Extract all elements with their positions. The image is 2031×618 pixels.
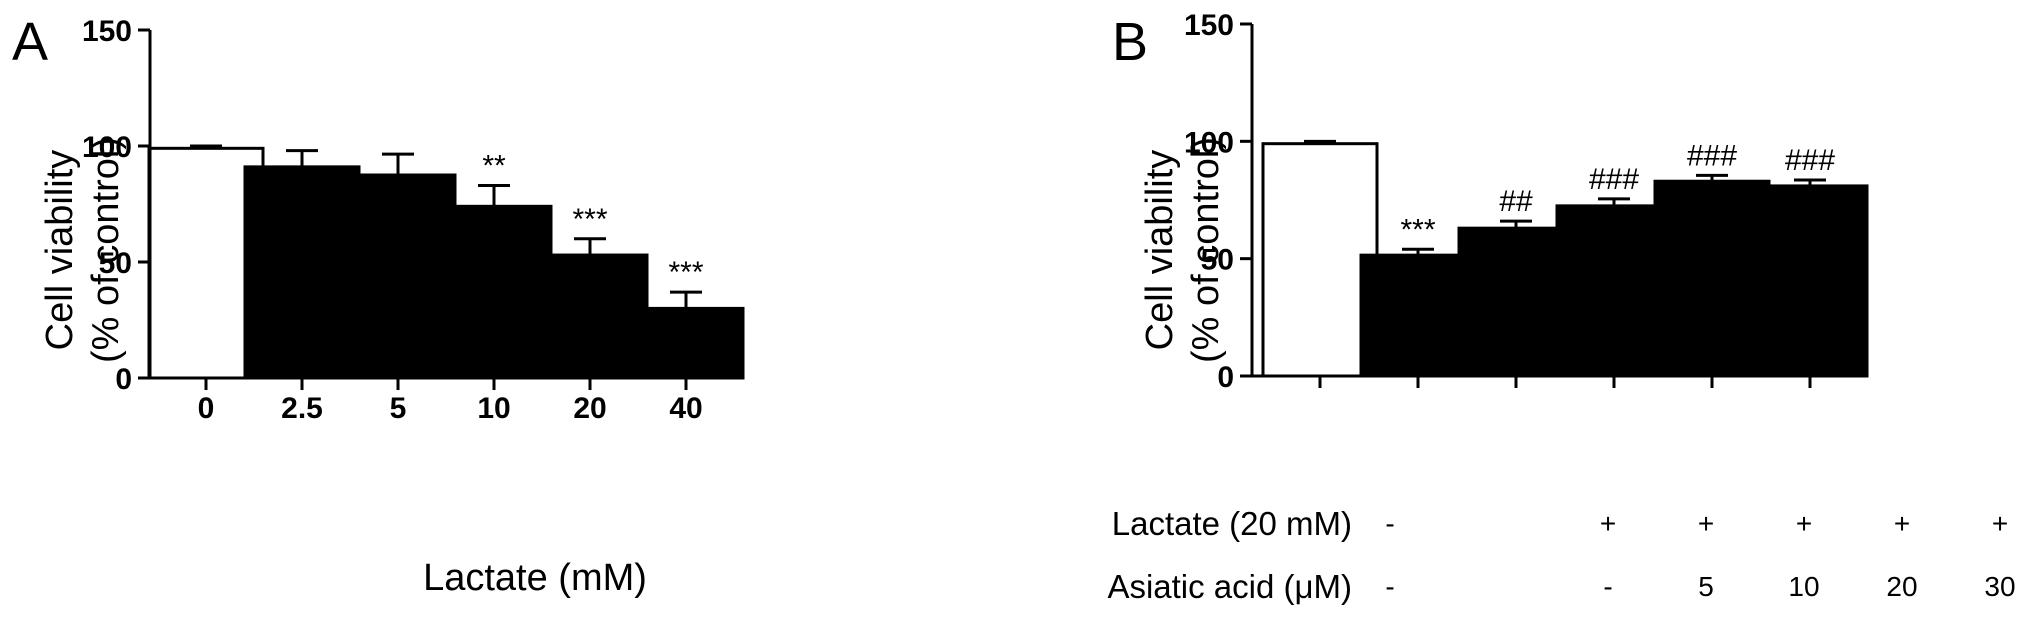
significance-label-1: *** [1400,213,1435,246]
error-bar-3 [478,183,510,207]
treatment-value-1-0: - [1385,571,1394,602]
panel-a-ylabel-line1: Cell viability [39,150,81,351]
panel-b-significance: ***######## ### [1400,139,1835,246]
panel-b-bars [1261,142,1869,378]
significance-label-4: ### [1687,139,1737,172]
error-bar-1 [286,149,318,167]
treatment-value-1-5: 30 [1984,571,2015,602]
x-tick-label-4: 20 [573,392,606,425]
x-tick-label-5: 40 [669,392,702,425]
significance-label-3: ** [482,149,506,182]
treatment-value-0-2: + [1698,508,1714,539]
treatment-value-1-4: 20 [1886,571,1917,602]
panel-a-axes [148,30,680,380]
panel-b-ylabel-line1: Cell viability [1139,150,1181,351]
y-tick-label-100: 100 [82,131,132,164]
bar-5 [627,306,745,380]
x-tick-label-2: 5 [390,392,407,425]
error-bar-4 [574,237,606,256]
error-bar-3 [1598,197,1630,206]
x-tick-label-0: 0 [198,392,215,425]
panel-a-letter: A [12,12,48,72]
error-bar-2 [382,152,414,175]
panel-b: B Cell viability (% of control) ***#####… [1107,9,2015,605]
significance-label-4: *** [572,203,607,236]
bar-4 [1653,179,1771,378]
panel-b-y-ticks: 0 50 100 150 [1184,9,1252,394]
treatment-value-0-4: + [1894,508,1910,539]
treatment-value-0-0: - [1385,508,1394,539]
treatment-value-1-2: 5 [1698,571,1714,602]
panel-a-x-ticks: 0 2.5 5 10 20 40 [198,378,703,425]
bar-0 [1261,142,1379,378]
bar-5 [1751,184,1869,378]
y-tick-label-150: 150 [1184,9,1234,42]
x-tick-label-3: 10 [477,392,510,425]
significance-label-5: ### [1785,144,1835,177]
significance-label-5: *** [668,256,703,289]
treatment-row-label-0: Lactate (20 mM) [1112,505,1352,542]
error-bar-5 [1794,178,1826,186]
treatment-value-0-1: + [1600,508,1616,539]
panel-a-error-bars [190,144,702,309]
y-tick-label-150: 150 [82,15,132,48]
panel-a-y-ticks: 0 50 100 150 [82,15,150,396]
panel-b-treatment-table: Lactate (20 mM) - + + + + + Asiatic acid (μM) - -… [1107,505,2015,605]
panel-b-axes [1250,24,1560,378]
significance-label-3: ### [1589,163,1639,196]
y-tick-label-0: 0 [115,363,132,396]
panel-a-ylabel-line2: (% of control) [85,137,127,363]
bar-2 [1457,226,1575,378]
error-bar-1 [1402,247,1434,256]
error-bar-4 [1696,173,1728,182]
bar-3 [1555,204,1673,378]
panel-a-significance: ******** [482,149,704,289]
x-tick-label-1: 2.5 [281,392,323,425]
panel-a-xlabel: Lactate (mM) [423,557,647,599]
panel-b-error-bars [1304,139,1826,256]
error-bar-0 [1304,139,1336,144]
y-tick-label-100: 100 [1184,126,1234,159]
y-tick-label-0: 0 [1217,361,1234,394]
treatment-row-label-1: Asiatic acid (μM) [1107,568,1352,605]
error-bar-5 [670,290,702,309]
panel-a-bars [147,146,745,380]
panel-b-ylabel-line2: (% of control) [1185,137,1227,363]
error-bar-2 [1500,219,1532,229]
treatment-value-1-1: - [1603,571,1612,602]
significance-label-2: ## [1499,185,1533,218]
panel-a: A Cell viability (% of control) ********… [12,12,745,599]
y-tick-label-50: 50 [1201,244,1234,277]
y-tick-label-50: 50 [99,247,132,280]
panel-b-x-ticks [1318,376,1812,388]
treatment-value-0-3: + [1796,508,1812,539]
treatment-value-1-3: 10 [1788,571,1819,602]
error-bar-0 [190,144,222,149]
panel-b-letter: B [1112,12,1148,72]
treatment-value-0-5: + [1992,508,2008,539]
